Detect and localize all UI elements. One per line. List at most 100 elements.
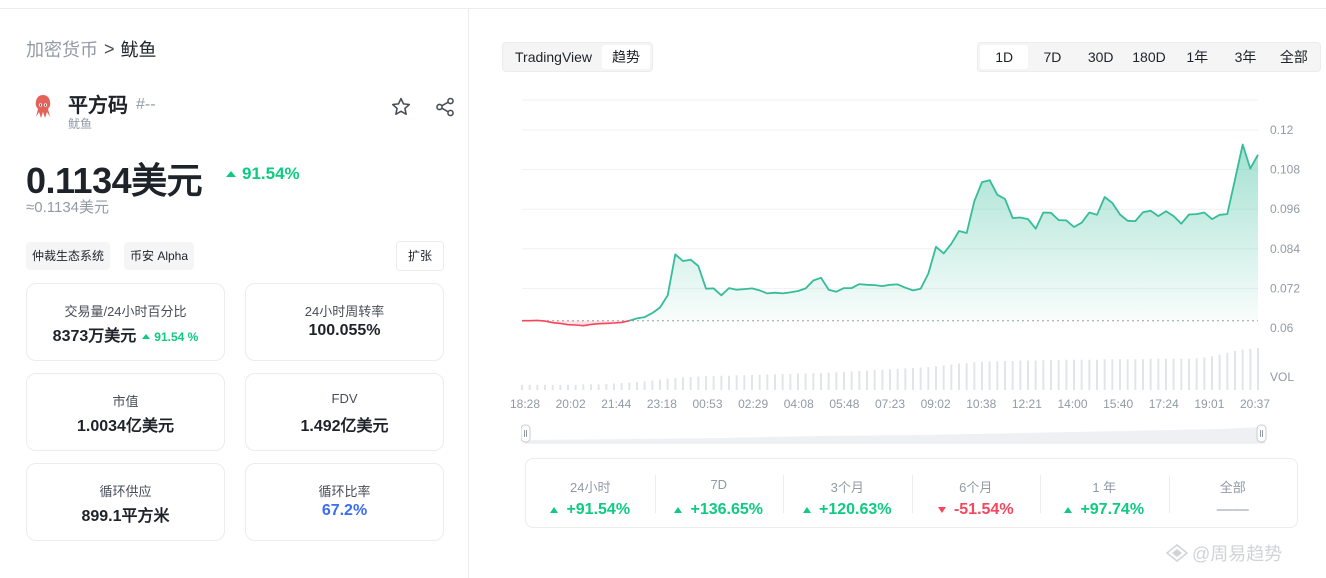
slider-left-handle xyxy=(521,424,531,443)
range-toggle: 1D 7D 30D 180D 1年 3年 全部 xyxy=(977,42,1321,72)
volume-bar xyxy=(1226,352,1229,390)
volume-bar xyxy=(835,372,838,390)
x-tick-label: 20:37 xyxy=(1240,397,1270,411)
perf-7d: 7D +136.65% xyxy=(654,459,784,527)
volume-bar xyxy=(1142,359,1144,390)
x-tick-label: 21:44 xyxy=(601,397,631,411)
stat-label: FDV xyxy=(331,391,358,406)
range-1d[interactable]: 1D xyxy=(980,45,1029,69)
perf-value: —— xyxy=(1216,501,1249,518)
volume-bar xyxy=(1149,358,1152,390)
range-30d[interactable]: 30D xyxy=(1087,49,1114,65)
perf-value-text: +136.65% xyxy=(690,501,763,518)
volume-bar xyxy=(735,375,738,390)
triangle-up-icon xyxy=(550,507,559,513)
perf-3m: 3个月 +120.63% xyxy=(783,459,912,527)
volume-bar xyxy=(1188,358,1190,390)
perf-6m: 6个月 -51.54% xyxy=(911,459,1041,527)
volume-bar xyxy=(973,362,976,390)
x-tick-label: 18:28 xyxy=(510,397,540,411)
volume-bar xyxy=(1111,359,1114,390)
chart-range-slider[interactable] xyxy=(521,421,1269,447)
stat-label: 循环比率 xyxy=(318,484,371,499)
triangle-up-icon xyxy=(802,507,811,513)
volume-bar xyxy=(1011,360,1014,390)
range-7d[interactable]: 7D xyxy=(1043,49,1062,65)
volume-bar xyxy=(1218,354,1221,390)
volume-bar xyxy=(1096,359,1098,390)
stat-label: 24小时周转率 xyxy=(304,304,385,319)
volume-bar xyxy=(1134,359,1137,390)
volume-bar xyxy=(1257,348,1259,390)
volume-bar xyxy=(942,365,945,390)
tab-trend[interactable]: 趋势 xyxy=(602,45,651,69)
volume-bar xyxy=(912,367,914,390)
perf-value-text: -51.54% xyxy=(953,501,1014,518)
stat-value: 8373万美元 91.54 % xyxy=(27,322,224,346)
volume-bar xyxy=(896,368,899,390)
y-tick-label: 0.12 xyxy=(1270,123,1294,137)
volume-bar xyxy=(981,361,983,390)
stat-card-circulating-ratio: 循环比率 67.2% xyxy=(245,463,444,541)
x-tick-label: 02:29 xyxy=(738,397,768,411)
price-line-up xyxy=(629,143,1259,322)
expand-button[interactable]: 扩张 xyxy=(396,241,444,271)
volume-bar xyxy=(873,370,876,390)
breadcrumb-parent-link[interactable]: 加密货币 xyxy=(26,40,98,60)
volume-bar xyxy=(751,374,753,390)
volume-bar xyxy=(1073,359,1075,390)
volume-bar xyxy=(728,375,730,390)
x-tick-label: 07:23 xyxy=(875,397,905,411)
price-change: 91.54% xyxy=(226,164,300,184)
x-tick-label: 14:00 xyxy=(1057,397,1087,411)
volume-bar xyxy=(1126,359,1129,390)
volume-bar xyxy=(720,375,723,390)
x-tick-label: 15:40 xyxy=(1103,397,1133,411)
volume-bar xyxy=(528,384,531,390)
volume-bar xyxy=(544,384,546,390)
volume-bar xyxy=(858,370,861,390)
volume-bar xyxy=(1172,358,1175,390)
volume-value: 8373万美元 xyxy=(52,328,137,345)
perf-value: +97.74% xyxy=(1040,501,1169,519)
stat-value: 899.1平方米 xyxy=(81,508,170,525)
watermark: @周易趋势 xyxy=(1166,540,1282,566)
volume-bar xyxy=(881,369,884,390)
volume-bar xyxy=(820,373,822,390)
chart-view-toggle: TradingView 趋势 xyxy=(502,42,654,72)
volume-bar xyxy=(1088,359,1091,390)
range-180d[interactable]: 180D xyxy=(1132,49,1166,65)
tag-binance-alpha[interactable]: 币安 Alpha xyxy=(124,242,195,270)
perf-value: +136.65% xyxy=(655,501,784,519)
x-tick-label: 17:24 xyxy=(1149,397,1179,411)
star-icon[interactable] xyxy=(390,96,412,118)
tab-tradingview[interactable]: TradingView xyxy=(505,45,603,69)
volume-bar xyxy=(613,383,615,390)
volume-bar xyxy=(590,384,592,390)
volume-bar xyxy=(689,377,692,390)
price-approx: ≈0.1134美元 xyxy=(26,199,109,216)
range-1y[interactable]: 1年 xyxy=(1186,49,1209,65)
volume-bar xyxy=(628,382,631,390)
share-icon[interactable] xyxy=(434,96,456,118)
volume-bar xyxy=(919,367,922,390)
perf-label: 1 年 xyxy=(1092,480,1117,495)
range-3y[interactable]: 3年 xyxy=(1234,49,1257,65)
x-tick-label: 12:21 xyxy=(1012,397,1042,411)
tag-arbitrum-ecosystem[interactable]: 仲裁生态系统 xyxy=(26,242,111,270)
volume-bar xyxy=(674,377,677,390)
volume-bar xyxy=(927,367,930,390)
volume-bar xyxy=(1165,358,1167,390)
range-all[interactable]: 全部 xyxy=(1279,49,1308,65)
perf-value: +120.63% xyxy=(783,501,912,519)
panel-divider xyxy=(468,9,469,578)
perf-value-text: +120.63% xyxy=(818,501,892,518)
price-chart[interactable]: 0.12 0.108 0.096 0.084 0.072 0.06 VOL 18:28 20:0… xyxy=(500,90,1326,420)
x-tick-label: 09:02 xyxy=(921,397,951,411)
stat-label: 交易量/24小时百分比 xyxy=(64,304,187,319)
volume-bar xyxy=(958,363,960,390)
volume-bar xyxy=(827,372,830,390)
volume-bar xyxy=(797,373,799,390)
volume-bar xyxy=(1195,358,1198,390)
x-tick-label: 20:02 xyxy=(556,397,586,411)
